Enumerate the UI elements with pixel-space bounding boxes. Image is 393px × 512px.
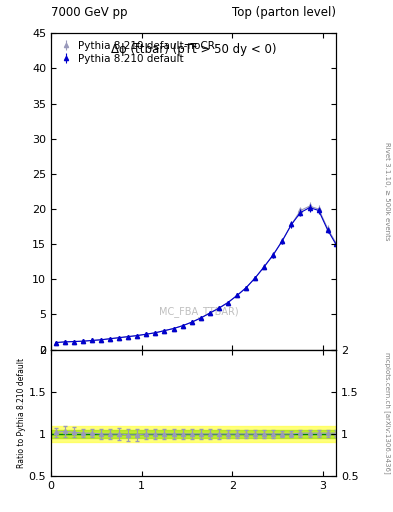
Text: MC_FBA_TTBAR): MC_FBA_TTBAR) (160, 306, 239, 317)
Text: Rivet 3.1.10, ≥ 500k events: Rivet 3.1.10, ≥ 500k events (384, 142, 390, 241)
Text: 7000 GeV pp: 7000 GeV pp (51, 7, 128, 19)
Bar (51, 425, 336, 442)
Text: mcplots.cern.ch [arXiv:1306.3436]: mcplots.cern.ch [arXiv:1306.3436] (384, 352, 391, 474)
Text: Δϕ (t̅tbar) (pTt̅ > 50 dy < 0): Δϕ (t̅tbar) (pTt̅ > 50 dy < 0) (111, 43, 276, 56)
Text: Top (parton level): Top (parton level) (232, 7, 336, 19)
Y-axis label: Ratio to Pythia 8.210 default: Ratio to Pythia 8.210 default (17, 358, 26, 468)
Legend: Pythia 8.210 default-noCR, Pythia 8.210 default: Pythia 8.210 default-noCR, Pythia 8.210 … (56, 38, 217, 66)
Bar (51, 430, 336, 438)
